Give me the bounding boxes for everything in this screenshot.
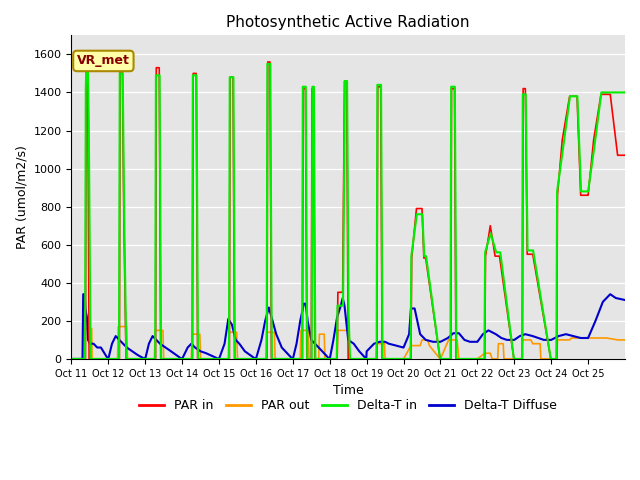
PAR out	[424, 337, 431, 343]
Delta-T in	[621, 90, 628, 96]
Delta-T in	[447, 356, 454, 362]
PAR out	[68, 356, 76, 362]
Delta-T Diffuse	[479, 331, 487, 337]
Text: VR_met: VR_met	[77, 54, 130, 68]
Legend: PAR in, PAR out, Delta-T in, Delta-T Diffuse: PAR in, PAR out, Delta-T in, Delta-T Dif…	[134, 395, 563, 418]
Delta-T in	[379, 356, 387, 362]
PAR in	[68, 356, 76, 362]
Delta-T Diffuse	[599, 299, 607, 305]
PAR in	[252, 356, 259, 362]
Delta-T Diffuse	[68, 356, 76, 362]
Delta-T in	[68, 356, 76, 362]
Line: PAR out: PAR out	[72, 326, 625, 359]
PAR out	[123, 324, 131, 329]
PAR in	[597, 92, 605, 97]
Y-axis label: PAR (umol/m2/s): PAR (umol/m2/s)	[15, 145, 28, 249]
Line: Delta-T Diffuse: Delta-T Diffuse	[72, 294, 625, 359]
Delta-T in	[84, 51, 92, 57]
PAR out	[115, 324, 122, 329]
PAR in	[621, 152, 628, 158]
Delta-T in	[547, 356, 555, 362]
PAR in	[83, 51, 91, 57]
PAR out	[381, 341, 388, 347]
PAR out	[495, 341, 502, 347]
Delta-T Diffuse	[196, 348, 204, 354]
Delta-T in	[83, 51, 90, 57]
Line: Delta-T in: Delta-T in	[72, 54, 625, 359]
PAR out	[104, 356, 112, 362]
Line: PAR in: PAR in	[72, 54, 625, 359]
PAR out	[333, 356, 341, 362]
PAR in	[84, 51, 92, 57]
Delta-T Diffuse	[162, 345, 170, 350]
PAR in	[225, 356, 233, 362]
X-axis label: Time: Time	[333, 384, 364, 397]
Delta-T Diffuse	[79, 291, 87, 297]
Delta-T Diffuse	[417, 331, 424, 337]
Delta-T Diffuse	[340, 303, 348, 309]
Delta-T in	[420, 253, 428, 259]
PAR in	[340, 78, 348, 84]
Title: Photosynthetic Active Radiation: Photosynthetic Active Radiation	[227, 15, 470, 30]
PAR in	[573, 94, 581, 99]
Delta-T Diffuse	[621, 297, 628, 303]
Delta-T in	[399, 356, 407, 362]
PAR out	[621, 337, 628, 343]
